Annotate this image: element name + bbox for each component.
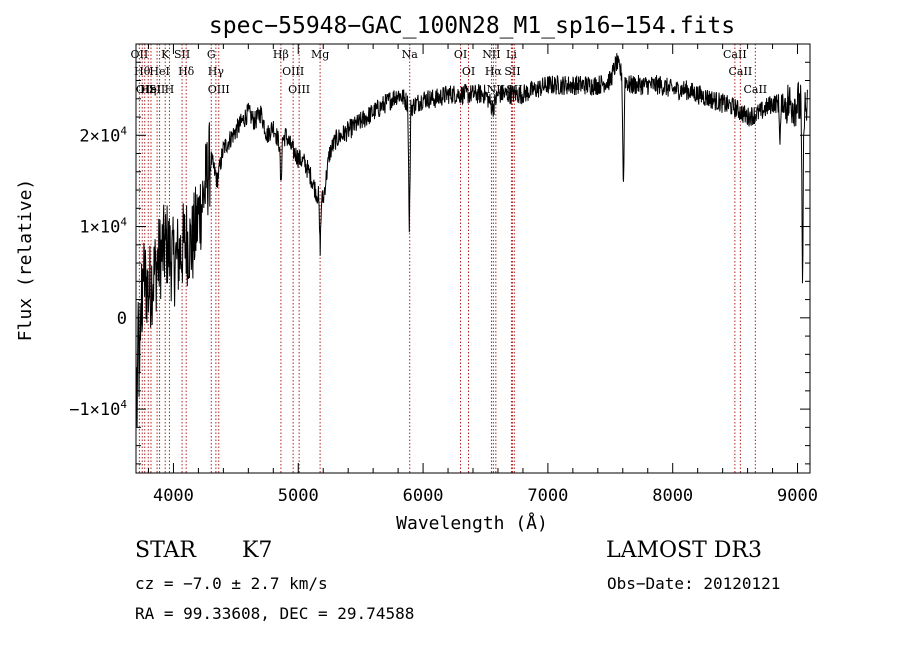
line-marker-label: Hδ: [178, 65, 195, 78]
x-tick-label: 4000: [153, 486, 194, 506]
line-marker-label: Hγ: [208, 65, 225, 78]
spectrum-line-group: [135, 53, 808, 428]
y-tick-label: −1×104: [69, 398, 127, 420]
x-tick-label: 8000: [652, 486, 693, 506]
survey-name: LAMOST DR3: [606, 538, 762, 563]
obs-date: Obs−Date: 20120121: [607, 574, 781, 593]
y-axis-label: Flux (relative): [15, 179, 36, 342]
y-axis-ticks: −1×104 0 1×104 2×104: [69, 43, 810, 465]
x-axis-ticks: 4000 5000 6000 7000 8000 9000: [147, 44, 818, 506]
line-marker-label: CaII: [729, 65, 753, 78]
line-marker-label: Hη: [140, 83, 156, 96]
line-marker-label: HeI: [149, 65, 169, 78]
line-marker-label: NII: [482, 48, 500, 61]
line-marker-label: Hθ: [134, 65, 151, 78]
chart-title: spec−55948−GAC_100N28_M1_sp16−154.fits: [209, 13, 735, 39]
line-marker-label: Li: [506, 48, 517, 61]
line-marker-label: H: [165, 83, 175, 96]
line-marker-label: SII: [149, 83, 165, 96]
line-markers: [138, 44, 756, 473]
line-marker-label: SII: [174, 48, 190, 61]
line-marker-label: Na: [402, 48, 419, 61]
object-class: STAR: [135, 538, 196, 563]
line-marker-label: G: [207, 48, 216, 61]
line-marker-label: HeI: [141, 83, 161, 96]
x-tick-label: 5000: [278, 486, 319, 506]
line-marker-label: K: [161, 48, 170, 61]
line-marker-label: OI: [454, 48, 467, 61]
line-marker-label: OII: [136, 83, 154, 96]
plot-frame: [135, 43, 811, 474]
x-tick-label: 7000: [527, 486, 568, 506]
line-marker-label: CaII: [743, 83, 767, 96]
redshift-text: cz = −7.0 ± 2.7 km/s: [135, 574, 328, 593]
x-tick-label: 9000: [777, 486, 818, 506]
line-marker-label: OIII: [208, 83, 230, 96]
y-tick-label: 1×104: [79, 216, 127, 238]
line-marker-label: Mg: [311, 48, 329, 61]
spectrum-line: [135, 53, 808, 428]
line-marker-labels: OIIHθOIIHηHeISIIHeIKHSIIHδGHγOIIIHβOIIIO…: [131, 48, 768, 96]
line-marker-label: Hα: [485, 65, 503, 78]
line-marker-label: OII: [131, 48, 149, 61]
y-tick-label: 0: [117, 309, 127, 329]
y-tick-label: 2×104: [79, 124, 127, 146]
line-marker-label: CaII: [723, 48, 747, 61]
line-marker-label: OIII: [282, 65, 304, 78]
x-axis-label: Wavelength (Å): [396, 512, 548, 534]
line-marker-label: OI: [462, 65, 475, 78]
coordinates: RA = 99.33608, DEC = 29.74588: [135, 604, 415, 623]
object-subclass: K7: [242, 538, 273, 563]
x-tick-label: 6000: [403, 486, 444, 506]
line-marker-label: Hβ: [273, 48, 289, 61]
line-marker-label: SII: [504, 65, 520, 78]
line-marker-label: OIII: [288, 83, 310, 96]
